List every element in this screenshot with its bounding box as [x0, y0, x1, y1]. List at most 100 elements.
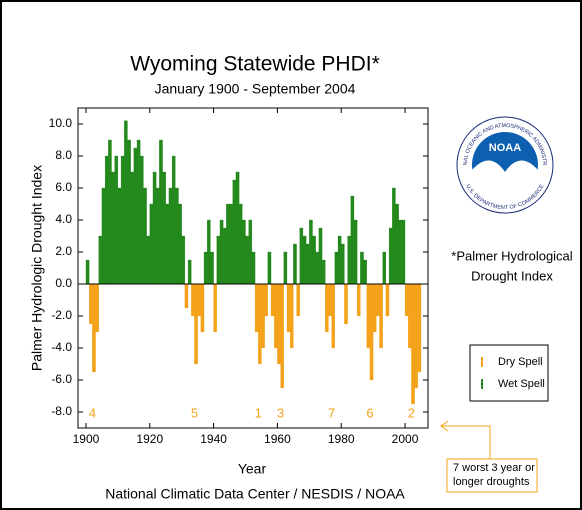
bar: [309, 219, 313, 285]
bar: [251, 251, 256, 285]
y-axis-label: Palmer Hydrologic Drought Index: [29, 165, 45, 371]
bar: [127, 139, 131, 285]
drought-rank: 7: [328, 405, 335, 420]
bar: [162, 171, 166, 285]
bar: [302, 235, 307, 285]
note: *Palmer Hydrological: [451, 248, 572, 263]
bar: [286, 283, 291, 333]
bar: [156, 187, 160, 285]
bar: [296, 283, 300, 317]
bar: [325, 283, 329, 333]
bar: [360, 251, 364, 285]
logo-text: NOAA: [489, 142, 521, 154]
x-axis-label: Year: [238, 461, 267, 477]
y-tick-label: 2.0: [55, 244, 72, 258]
bar: [261, 283, 265, 349]
bar: [414, 283, 418, 389]
bar: [242, 219, 246, 285]
bar: [130, 171, 134, 285]
x-tick-label: 1960: [264, 432, 291, 446]
callout-arrowhead: [440, 420, 449, 432]
legend-swatch: [481, 379, 483, 389]
bar: [210, 251, 214, 285]
bar: [200, 283, 205, 333]
y-tick-label: -2.0: [51, 308, 72, 322]
bar: [149, 203, 154, 285]
bar: [232, 179, 237, 285]
x-tick-label: 1980: [328, 432, 355, 446]
bar: [283, 251, 288, 285]
bar: [344, 283, 348, 325]
bar: [385, 283, 390, 317]
bar: [213, 283, 217, 333]
bar: [191, 283, 195, 317]
bar: [305, 243, 310, 285]
bar: [299, 227, 304, 285]
bar: [341, 243, 345, 285]
bar: [124, 120, 128, 285]
bar: [235, 171, 240, 285]
bar: [159, 139, 163, 285]
bar: [379, 283, 383, 349]
bar: [120, 155, 125, 285]
bar: [181, 235, 186, 285]
bar: [245, 235, 249, 285]
bar: [401, 219, 406, 285]
bar: [388, 227, 393, 285]
callout-arrow: [442, 425, 491, 459]
bar: [376, 283, 380, 317]
source: National Climatic Data Center / NESDIS /…: [105, 486, 405, 502]
chart-title: Wyoming Statewide PHDI*: [130, 53, 380, 76]
bar: [171, 155, 176, 285]
bar: [366, 283, 371, 349]
bar: [392, 187, 396, 285]
plot-frame: [77, 107, 429, 429]
bar: [175, 187, 179, 285]
bar: [347, 235, 351, 285]
drought-rank: 3: [277, 405, 284, 420]
y-tick-label: -6.0: [51, 372, 72, 386]
legend-swatch: [481, 357, 483, 367]
bar: [248, 219, 253, 285]
bar: [363, 259, 367, 285]
bar: [331, 283, 335, 349]
logo-bird: [472, 160, 538, 203]
x-tick-label: 1940: [200, 432, 227, 446]
bar: [398, 219, 402, 285]
bar: [165, 203, 170, 285]
bar: [194, 283, 198, 365]
bar: [101, 187, 106, 285]
bar: [350, 195, 355, 285]
bar: [274, 283, 278, 349]
bar: [226, 203, 230, 285]
callout-text: 7 worst 3 year or longer droughts: [453, 462, 535, 488]
bar: [197, 283, 201, 317]
chart-subtitle: January 1900 - September 2004: [155, 81, 356, 97]
bar: [178, 203, 182, 285]
bar: [85, 259, 90, 285]
bar: [98, 235, 103, 285]
bar: [280, 283, 284, 389]
bar: [321, 259, 326, 285]
bar: [372, 283, 377, 333]
bar: [258, 283, 262, 365]
bar: [290, 283, 294, 349]
drought-rank: 2: [408, 405, 415, 420]
y-tick-label: -8.0: [51, 404, 72, 418]
x-tick-label: 2000: [392, 432, 419, 446]
bar: [318, 227, 323, 285]
bar: [408, 283, 412, 349]
bar: [334, 251, 339, 285]
bar: [184, 283, 189, 309]
bar: [95, 283, 99, 333]
bar: [140, 155, 144, 285]
bar: [267, 251, 272, 285]
bar: [203, 251, 208, 285]
bar: [216, 235, 221, 285]
y-tick-label: 4.0: [55, 212, 72, 226]
bar: [293, 243, 297, 285]
bar: [395, 203, 399, 285]
legend-box: [469, 344, 549, 402]
